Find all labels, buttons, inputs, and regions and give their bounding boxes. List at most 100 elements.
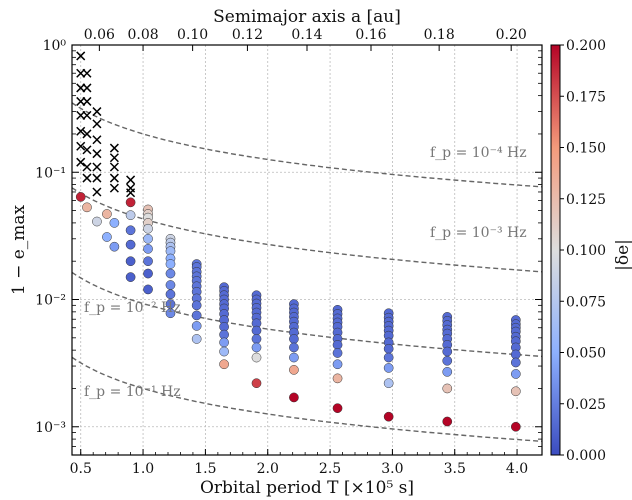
- data-point: [289, 352, 299, 363]
- data-point: [143, 233, 153, 244]
- data-point: [383, 411, 394, 422]
- data-point: [125, 256, 136, 267]
- data-point: [251, 325, 262, 336]
- data-point: [442, 367, 453, 377]
- cross-marker: [82, 162, 92, 172]
- cross-marker: [82, 96, 92, 106]
- x2-tick-label: 0.10: [177, 27, 208, 43]
- colorbar-tick-label: 0.075: [566, 294, 606, 310]
- frequency-curve: [72, 102, 542, 188]
- data-point: [383, 343, 394, 354]
- data-point: [289, 392, 299, 403]
- data-point: [442, 383, 453, 394]
- data-point: [251, 378, 262, 389]
- colorbar: [550, 44, 561, 456]
- cross-marker: [109, 153, 119, 163]
- x2-tick-label: 0.06: [84, 27, 115, 43]
- x-tick-label: 2.0: [257, 461, 279, 477]
- cross-marker: [109, 173, 119, 183]
- data-point: [251, 352, 262, 363]
- data-point: [82, 202, 92, 213]
- x-tick-label: 4.0: [506, 461, 528, 477]
- axis-ticks: 0.5 1.0 1.5 2.0 2.5 3.0 3.5 4.0 0.06 0.08 0.10 0.12…: [35, 27, 542, 477]
- data-point: [191, 300, 202, 311]
- x-tick-label: 1.5: [194, 461, 216, 477]
- data-point: [191, 334, 202, 344]
- data-point: [143, 268, 153, 279]
- x-tick-label: 3.5: [444, 461, 466, 477]
- cross-marker: [82, 145, 92, 155]
- cross-marker: [92, 119, 102, 129]
- colorbar-tick-label: 0.100: [566, 243, 606, 259]
- cross-marker: [126, 188, 136, 198]
- unstable-crosses: [76, 51, 136, 198]
- colorbar-tick-label: 0.050: [566, 346, 606, 362]
- colorbar-tick-label: 0.200: [566, 38, 606, 54]
- cross-marker: [92, 162, 102, 172]
- data-point: [383, 363, 394, 373]
- data-point: [102, 232, 112, 242]
- data-point: [332, 340, 343, 350]
- cross-marker: [109, 183, 119, 193]
- x-tick-label: 0.5: [70, 461, 92, 477]
- data-point: [143, 256, 153, 267]
- cross-marker: [92, 107, 102, 117]
- frequency-curve: [72, 271, 542, 358]
- cross-marker: [82, 129, 92, 139]
- data-point: [165, 308, 176, 319]
- data-point: [442, 346, 453, 357]
- x2-tick-label: 0.14: [291, 27, 322, 43]
- y-tick-label: 10⁻²: [35, 293, 66, 309]
- data-point: [332, 348, 343, 358]
- data-point: [125, 225, 136, 236]
- cross-marker: [92, 173, 102, 183]
- cross-marker: [92, 135, 102, 145]
- cross-marker: [92, 149, 102, 159]
- data-point: [219, 346, 229, 357]
- data-point: [102, 209, 112, 219]
- data-point: [442, 355, 453, 366]
- data-point: [510, 357, 521, 368]
- data-point: [143, 284, 153, 295]
- cross-marker: [92, 187, 102, 197]
- frequency-annotation: f_p = 10⁻¹ Hz: [84, 384, 181, 400]
- x2-tick-label: 0.20: [496, 27, 527, 43]
- data-point: [219, 359, 229, 370]
- data-point: [143, 244, 153, 254]
- colorbar-label: |δe|: [613, 239, 632, 271]
- cross-marker: [76, 157, 86, 167]
- grid-lines: [72, 44, 542, 455]
- colorbar-tick-label: 0.125: [566, 192, 606, 208]
- frequency-curve: [72, 187, 542, 273]
- data-point: [75, 192, 86, 202]
- data-point: [125, 197, 136, 208]
- data-point: [125, 239, 136, 250]
- cross-marker: [82, 83, 92, 93]
- x2-axis-label: Semimajor axis a [au]: [213, 7, 401, 27]
- frequency-annotations: f_p = 10⁻⁴ Hz f_p = 10⁻³ Hz f_p = 10⁻² Hz f…: [84, 145, 527, 400]
- cross-marker: [82, 110, 92, 120]
- data-point: [332, 403, 343, 414]
- x-tick-label: 1.0: [132, 461, 154, 477]
- x-axis-label: Orbital period T [×10⁵ s]: [200, 478, 414, 498]
- data-point: [510, 421, 521, 432]
- y-tick-label: 10⁰: [43, 38, 67, 54]
- cross-marker: [82, 68, 92, 78]
- x-tick-label: 2.5: [319, 461, 341, 477]
- data-point: [109, 218, 120, 228]
- data-point: [165, 289, 176, 300]
- data-point: [191, 310, 202, 321]
- data-points: [75, 192, 521, 432]
- data-point: [143, 223, 153, 234]
- x2-tick-label: 0.08: [127, 27, 158, 43]
- data-point: [332, 359, 343, 370]
- data-point: [92, 216, 102, 227]
- cross-marker: [76, 51, 86, 61]
- data-point: [251, 342, 262, 353]
- data-point: [191, 321, 202, 331]
- frequency-curves: [72, 102, 542, 442]
- frequency-curve: [72, 356, 542, 442]
- y-tick-label: 10⁻¹: [35, 165, 66, 181]
- y-tick-label: 10⁻³: [35, 420, 66, 436]
- x2-tick-label: 0.16: [355, 27, 386, 43]
